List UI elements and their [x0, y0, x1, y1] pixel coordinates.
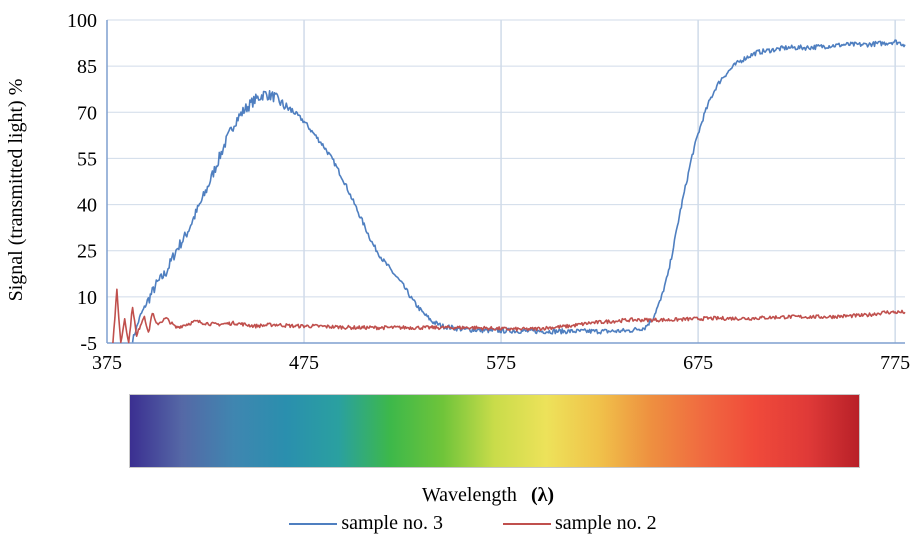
x-axis-symbol: (λ) [530, 484, 555, 506]
series-line-sample-3 [131, 39, 906, 343]
y-axis-label: Signal (transmitted light) % [5, 79, 27, 302]
y-tick-label-40: 40 [77, 195, 97, 217]
legend: sample no. 3 sample no. 2 [0, 512, 916, 535]
legend-item-sample-2: sample no. 2 [503, 512, 657, 535]
x-tick-label-775: 775 [880, 352, 910, 374]
grid-lines [107, 19, 905, 343]
y-tick-label-55: 55 [77, 148, 97, 170]
y-tick-label--5: -5 [80, 333, 97, 355]
x-tick-label-575: 575 [486, 352, 516, 374]
y-tick-label-85: 85 [77, 56, 97, 78]
y-tick-labels: -5 10 25 40 55 70 85 100 [67, 10, 97, 355]
x-tick-label-675: 675 [683, 352, 713, 374]
x-axis-label: Wavelength [421, 484, 517, 506]
visible-spectrum-bar [129, 394, 860, 468]
y-axis-label-container: Signal (transmitted light) % [5, 79, 27, 302]
x-tick-label-475: 475 [289, 352, 319, 374]
axes [106, 20, 905, 344]
y-tick-label-10: 10 [77, 287, 97, 309]
legend-swatch-sample-3 [289, 522, 338, 525]
series-line-sample-2 [112, 288, 906, 344]
y-tick-label-70: 70 [77, 102, 97, 124]
x-axis-label-row: Wavelength (λ) [0, 484, 916, 507]
legend-item-sample-3: sample no. 3 [289, 512, 443, 535]
legend-label-sample-3: sample no. 3 [341, 512, 443, 534]
y-tick-label-25: 25 [77, 241, 97, 263]
x-tick-labels: 375 475 575 675 775 [92, 352, 910, 374]
legend-label-sample-2: sample no. 2 [555, 512, 657, 534]
legend-swatch-sample-2 [503, 522, 551, 525]
chart-plot: -5 10 25 40 55 70 85 100 375 475 575 675 775 [67, 10, 910, 374]
y-tick-label-100: 100 [67, 10, 97, 32]
series-lines [112, 39, 906, 344]
x-tick-label-375: 375 [92, 352, 122, 374]
